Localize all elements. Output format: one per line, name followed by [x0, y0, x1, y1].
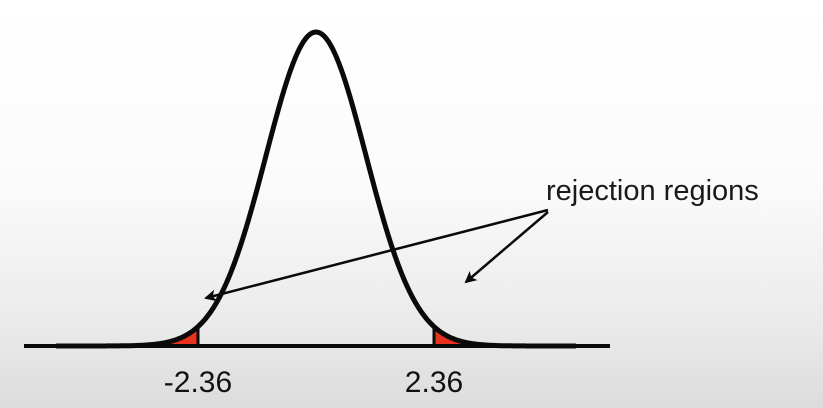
left-rejection-region — [56, 326, 198, 346]
arrow-to-left-region — [204, 208, 549, 302]
right-rejection-region — [434, 326, 576, 346]
left-critical-value-label: -2.36 — [164, 366, 232, 399]
right-critical-value-label: 2.36 — [405, 366, 463, 399]
bell-curve — [54, 29, 578, 349]
arrow-to-right-region — [464, 211, 549, 284]
rejection-regions-label: rejection regions — [546, 175, 759, 207]
